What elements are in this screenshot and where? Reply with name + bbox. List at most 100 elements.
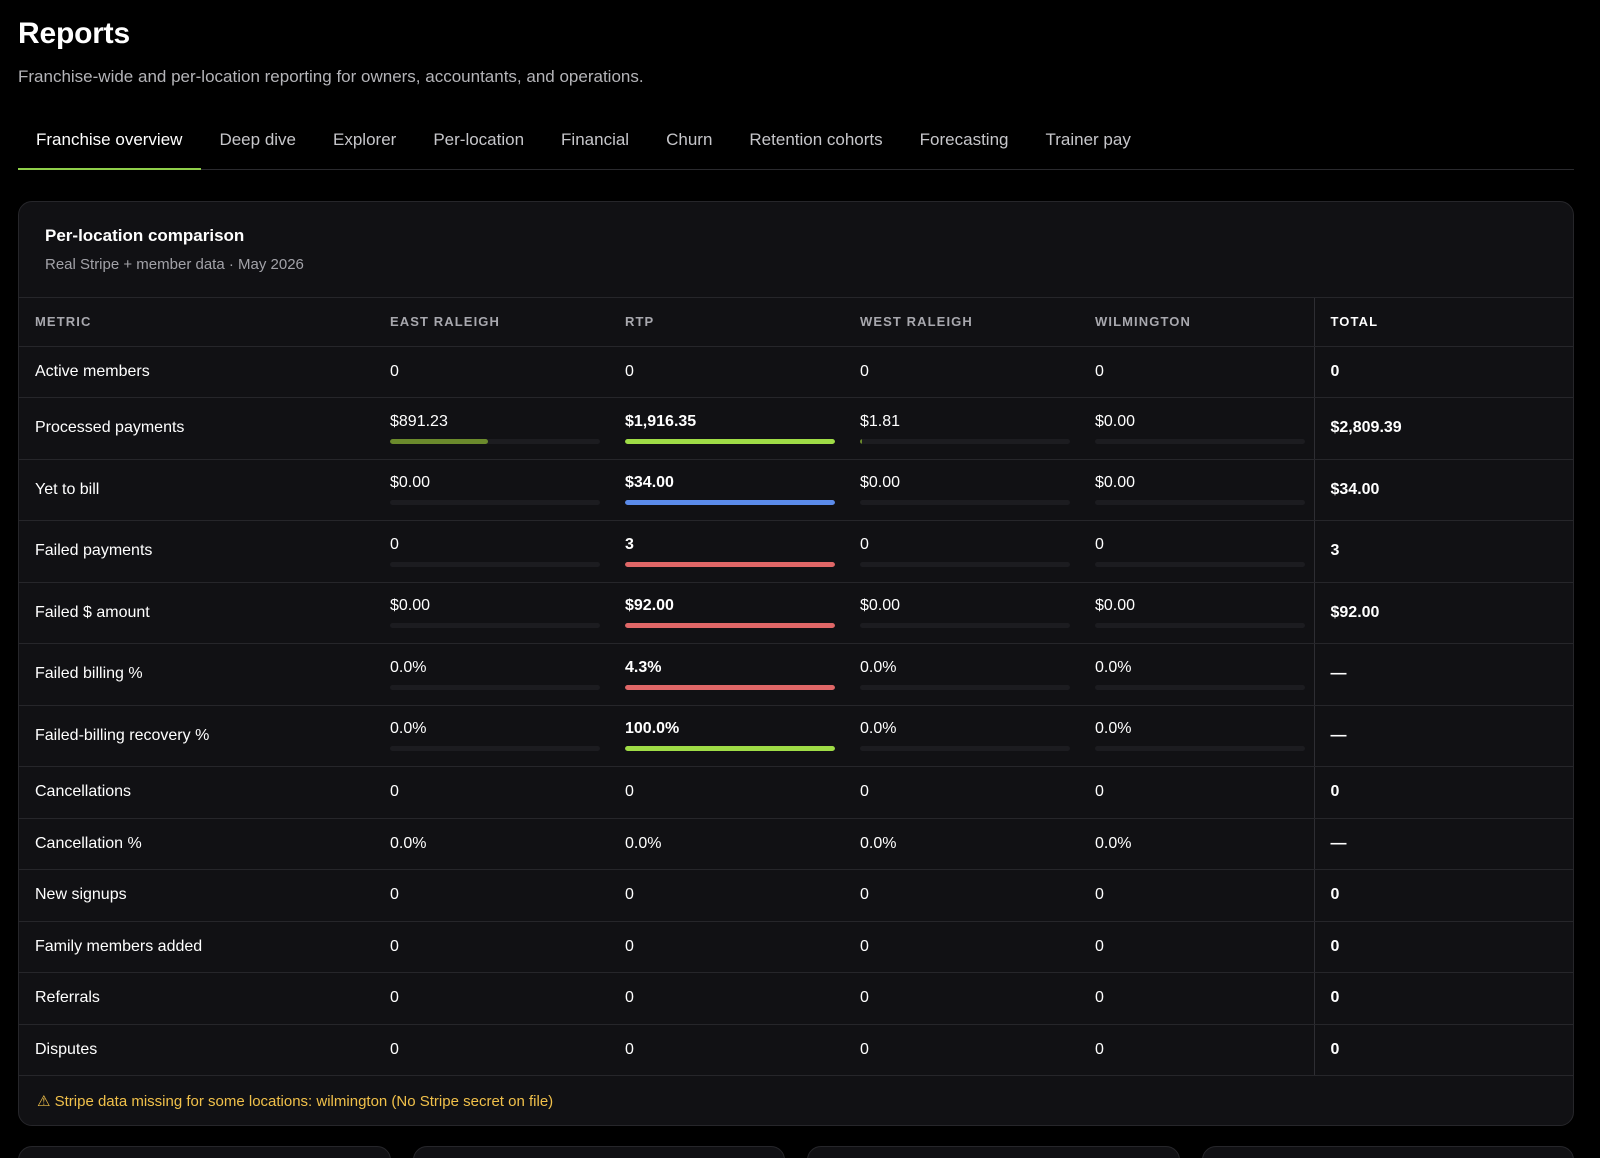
tab-franchise-overview[interactable]: Franchise overview	[18, 118, 202, 170]
share-bar	[1095, 746, 1305, 752]
cell-value: $92.00	[625, 597, 674, 615]
share-bar-fill	[625, 500, 835, 506]
cell-value: 0.0%	[860, 720, 897, 738]
metric-label: Failed $ amount	[19, 582, 374, 644]
column-header-west-raleigh: WEST RALEIGH	[844, 298, 1079, 347]
cell-value: 0.0%	[390, 720, 427, 738]
share-bar-fill	[860, 438, 863, 444]
location-cell: $0.00	[374, 582, 609, 644]
cell-value: 0	[625, 937, 634, 955]
tab-retention-cohorts[interactable]: Retention cohorts	[749, 130, 883, 149]
page-subtitle: Franchise-wide and per-location reportin…	[18, 67, 644, 86]
location-cell: 0.0%	[1079, 643, 1314, 706]
share-bar-fill	[390, 438, 488, 444]
metric-label: Failed billing %	[19, 643, 374, 706]
total-cell: $2,809.39	[1313, 397, 1573, 460]
location-cell: 0.0%	[844, 643, 1079, 706]
location-cell: 0	[844, 972, 1079, 1025]
share-bar	[390, 746, 600, 752]
table-row: Referrals 0 0 0 0 0	[19, 972, 1573, 1025]
location-cell: 0	[844, 346, 1079, 398]
cell-value: 100.0%	[625, 720, 680, 738]
tab-deep-dive[interactable]: Deep dive	[219, 130, 297, 149]
cell-value: 0	[625, 886, 634, 904]
metric-label: Active members	[19, 346, 374, 398]
location-cell: 0	[609, 972, 844, 1025]
cell-value: 0	[625, 989, 634, 1007]
cell-value: 0	[1095, 989, 1104, 1007]
cell-value: 0	[860, 886, 869, 904]
location-cell: 0	[844, 921, 1079, 973]
tab-per-location[interactable]: Per-location	[433, 130, 525, 149]
cell-value: 0.0%	[390, 658, 427, 676]
cell-value: 0	[1095, 535, 1104, 553]
location-cell: $0.00	[1079, 459, 1314, 521]
table-row: Yet to bill $0.00 $34.00 $0.00 $0.00 $34.00	[19, 459, 1573, 521]
total-cell: —	[1313, 818, 1573, 870]
share-bar	[390, 561, 600, 567]
cell-value: 0	[390, 937, 399, 955]
location-cell: 0.0%	[1079, 818, 1314, 870]
total-cell: —	[1313, 705, 1573, 767]
location-cell: 0	[609, 346, 844, 398]
summary-card	[18, 1146, 391, 1158]
location-cell: $92.00	[609, 582, 844, 644]
share-bar	[1095, 684, 1305, 690]
share-bar	[1095, 561, 1305, 567]
cell-value: 0	[1095, 886, 1104, 904]
location-cell: 0	[1079, 766, 1314, 819]
share-bar	[390, 684, 600, 690]
cell-value: 0	[390, 362, 399, 380]
total-cell: 0	[1313, 921, 1573, 973]
table-row: Cancellation % 0.0% 0.0% 0.0% 0.0% —	[19, 818, 1573, 870]
location-cell: 0	[374, 869, 609, 922]
location-cell: 0.0%	[844, 818, 1079, 870]
location-cell: $0.00	[844, 459, 1079, 521]
total-cell: $34.00	[1313, 459, 1573, 521]
tab-churn[interactable]: Churn	[666, 130, 713, 149]
location-cell: 0	[844, 520, 1079, 583]
metric-label: Disputes	[19, 1024, 374, 1076]
cell-value: $34.00	[625, 474, 674, 492]
location-cell: 0	[1079, 520, 1314, 583]
cell-value: 0	[860, 535, 869, 553]
summary-card	[807, 1146, 1180, 1158]
column-header-east-raleigh: EAST RALEIGH	[374, 298, 609, 347]
stripe-warning: ⚠ Stripe data missing for some locations…	[37, 1093, 554, 1110]
share-bar-fill	[625, 438, 835, 444]
cell-value: 0	[390, 783, 399, 801]
share-bar	[625, 684, 835, 690]
metric-label: Cancellations	[19, 766, 374, 819]
total-cell: 0	[1313, 869, 1573, 922]
cell-value: 0.0%	[860, 834, 897, 852]
cell-value: 0	[625, 362, 634, 380]
location-cell: 0	[609, 1024, 844, 1076]
share-bar	[860, 684, 1070, 690]
cell-value: 0	[390, 989, 399, 1007]
tab-forecasting[interactable]: Forecasting	[919, 130, 1009, 149]
share-bar	[625, 438, 835, 444]
location-cell: $891.23	[374, 397, 609, 460]
share-bar	[390, 500, 600, 506]
location-cell: 0	[844, 766, 1079, 819]
tab-trainer-pay[interactable]: Trainer pay	[1045, 130, 1131, 149]
location-cell: 0	[609, 869, 844, 922]
cell-value: 0	[390, 1040, 399, 1058]
location-cell: 0.0%	[609, 818, 844, 870]
cell-value: $0.00	[860, 474, 901, 492]
cell-value: $0.00	[390, 474, 431, 492]
location-cell: 0.0%	[374, 818, 609, 870]
location-cell: 0	[374, 520, 609, 583]
table-row: Failed payments 0 3 0 0 3	[19, 520, 1573, 583]
location-cell: 0	[374, 1024, 609, 1076]
table-row: Active members 0 0 0 0 0	[19, 346, 1573, 398]
cell-value: 0	[390, 886, 399, 904]
total-cell: —	[1313, 643, 1573, 706]
metric-label: Referrals	[19, 972, 374, 1025]
tab-financial[interactable]: Financial	[561, 130, 630, 149]
location-cell: 4.3%	[609, 643, 844, 706]
table-row: Cancellations 0 0 0 0 0	[19, 766, 1573, 819]
tab-explorer[interactable]: Explorer	[333, 130, 397, 149]
cell-value: 0.0%	[1095, 720, 1132, 738]
column-header-total: TOTAL	[1313, 298, 1573, 347]
